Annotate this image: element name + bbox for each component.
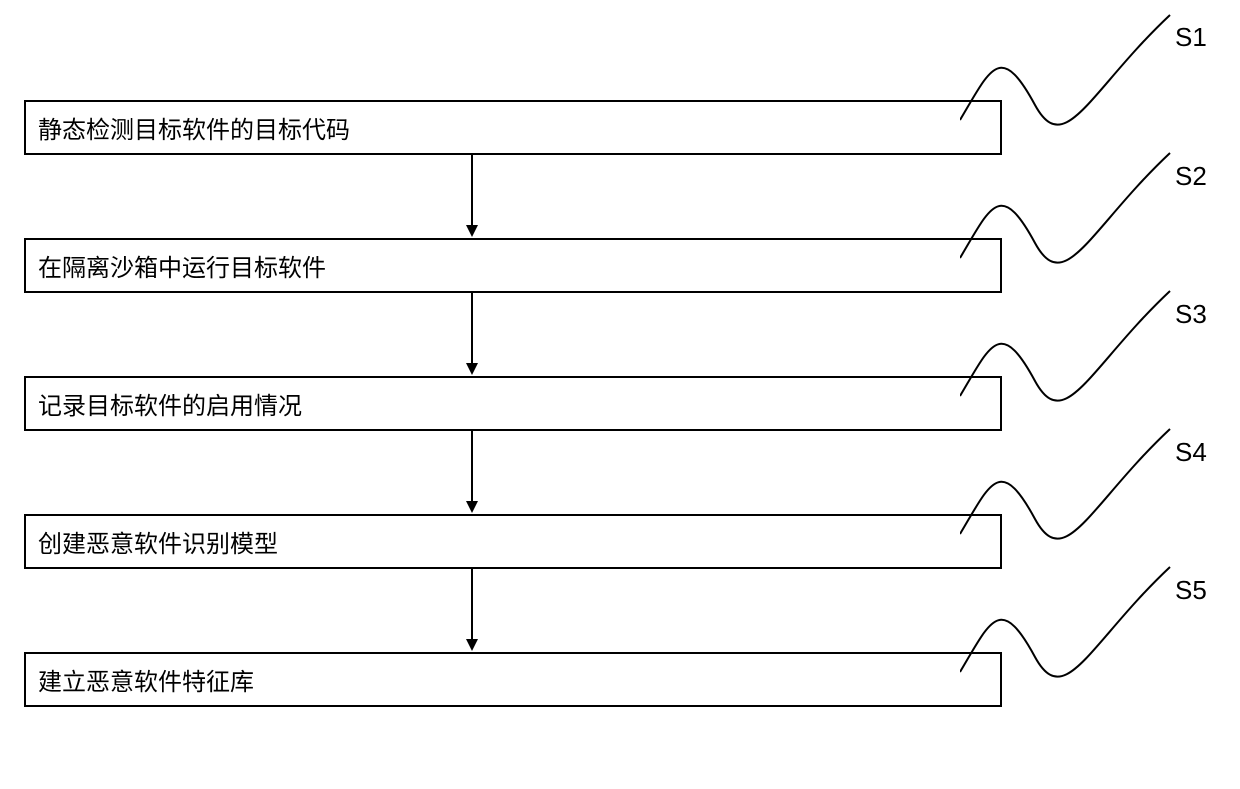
step-text-s3: 记录目标软件的启用情况 [38,386,302,421]
step-box-s2: 在隔离沙箱中运行目标软件 [24,238,1002,293]
step-text-s5: 建立恶意软件特征库 [38,662,254,697]
arrow-s3-s4 [460,431,484,515]
flowchart-container: 静态检测目标软件的目标代码 S1 在隔离沙箱中运行目标软件 S2 记录目标软件的… [0,0,1240,789]
step-text-s1: 静态检测目标软件的目标代码 [38,110,350,145]
step-label-s3: S3 [1175,299,1207,330]
arrow-s4-s5 [460,569,484,653]
step-label-s2: S2 [1175,161,1207,192]
step-text-s2: 在隔离沙箱中运行目标软件 [38,248,326,283]
step-label-s5: S5 [1175,575,1207,606]
arrow-s2-s3 [460,293,484,377]
step-box-s4: 创建恶意软件识别模型 [24,514,1002,569]
arrow-s1-s2 [460,155,484,239]
step-box-s5: 建立恶意软件特征库 [24,652,1002,707]
step-label-s1: S1 [1175,22,1207,53]
step-label-s4: S4 [1175,437,1207,468]
step-text-s4: 创建恶意软件识别模型 [38,524,278,559]
step-box-s3: 记录目标软件的启用情况 [24,376,1002,431]
step-box-s1: 静态检测目标软件的目标代码 [24,100,1002,155]
